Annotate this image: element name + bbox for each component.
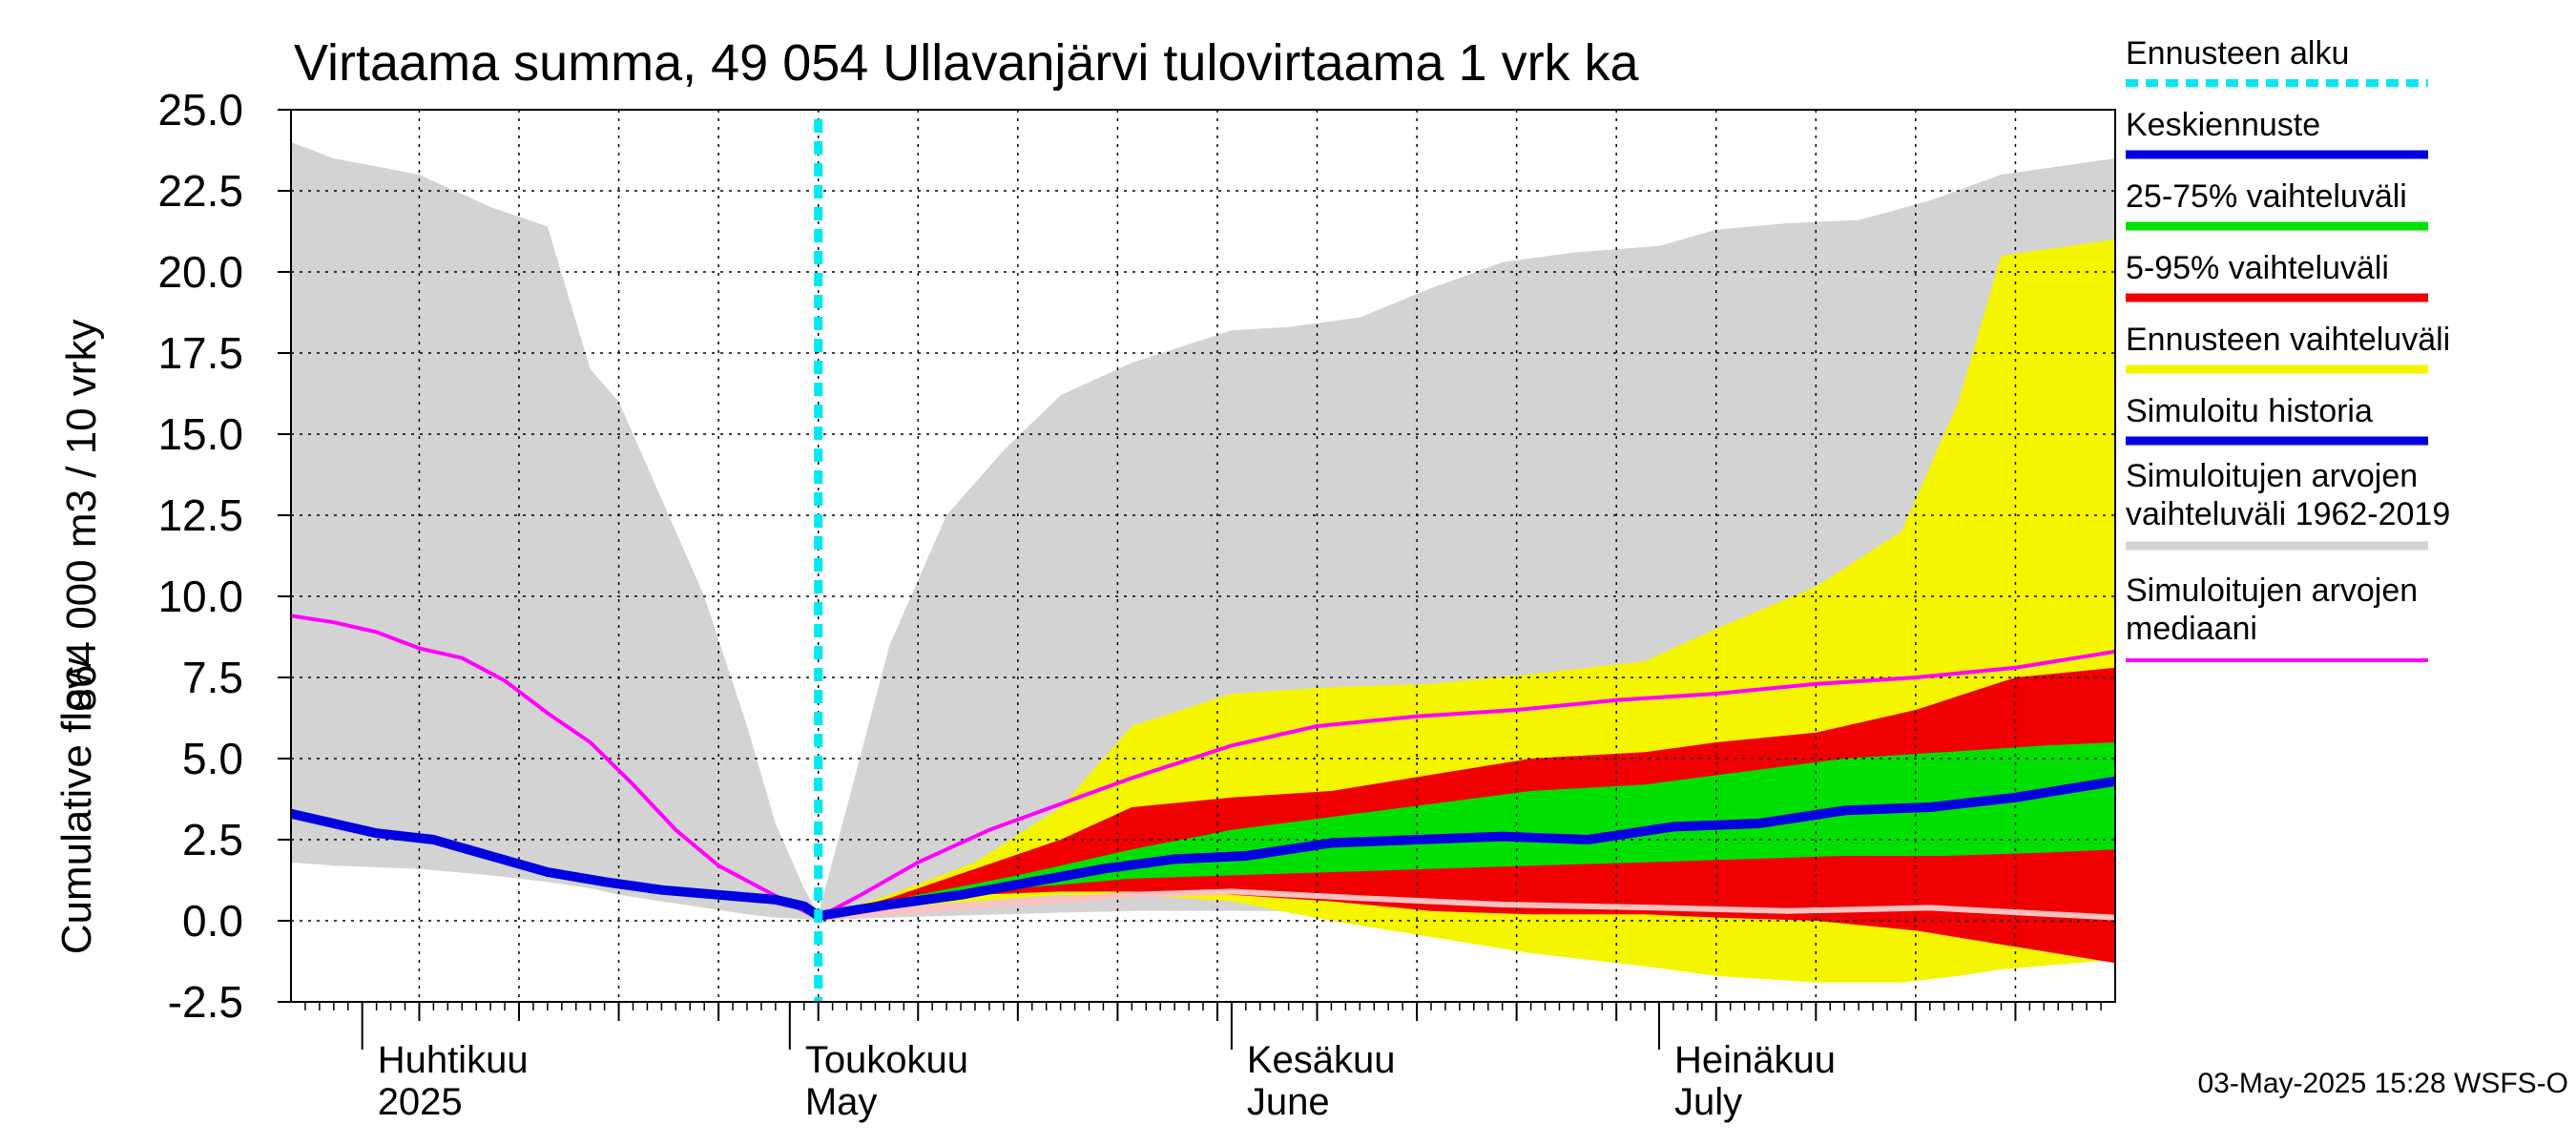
y-tick-label: 15.0	[157, 409, 243, 459]
chart-lines	[291, 119, 2115, 1002]
legend-label: Simuloitujen arvojen vaihteluväli 1962-20…	[2126, 458, 2450, 532]
historical-median-line	[291, 614, 2115, 920]
y-tick-label: 2.5	[182, 815, 243, 864]
y-tick-label: 7.5	[182, 653, 243, 702]
x-month-label: Kesäkuu	[1247, 1039, 1396, 1081]
legend: Ennusteen alku Keskiennuste 25-75% vaihtel…	[2126, 35, 2450, 662]
simulated-history-line	[291, 808, 821, 921]
y-tick-label: 5.0	[182, 734, 243, 783]
y-tick-label: 25.0	[157, 85, 243, 135]
y-tick-label: 10.0	[157, 572, 243, 621]
legend-label: Ennusteen alku	[2126, 35, 2349, 72]
x-month-sublabel: July	[1674, 1081, 1742, 1123]
x-month-sublabel: May	[805, 1081, 878, 1123]
timestamp-label: 03-May-2025 15:28 WSFS-O	[2198, 1068, 2569, 1099]
x-month-label: Heinäkuu	[1674, 1039, 1836, 1081]
x-month-label: Huhtikuu	[378, 1039, 529, 1081]
y-tick-label: 0.0	[182, 896, 243, 946]
y-tick-label: 12.5	[157, 490, 243, 540]
x-month-sublabel: June	[1247, 1081, 1330, 1123]
x-month-label: Toukokuu	[805, 1039, 968, 1081]
legend-label: Ennusteen vaihteluväli	[2126, 322, 2450, 358]
y-axis-label-bottom: Cumulative flow	[53, 658, 100, 955]
y-tick-label: 22.5	[157, 166, 243, 216]
y-tick-label: 20.0	[157, 247, 243, 297]
x-month-sublabel: 2025	[378, 1081, 463, 1123]
y-tick-label: 17.5	[157, 328, 243, 378]
forecast-mean-line	[817, 776, 2115, 921]
legend-label: Simuloitu historia	[2126, 393, 2373, 429]
chart-areas	[291, 142, 2115, 983]
y-axis-label-top: 864 000 m3 / 10 vrky	[58, 320, 105, 712]
y-tick-label: -2.5	[168, 977, 243, 1027]
y-axis: 25.0 22.5 20.0 17.5 15.0 12.5 10.0 7.5 5.0 2.5 0.0…	[157, 85, 291, 1027]
forecast-low-line	[818, 888, 2115, 921]
legend-label: 25-75% vaihteluväli	[2126, 178, 2407, 215]
legend-label: 5-95% vaihteluväli	[2126, 250, 2389, 286]
legend-label: Keskiennuste	[2126, 107, 2320, 143]
band-25-75-area	[818, 742, 2115, 918]
legend-label: Simuloitujen arvojen mediaani	[2126, 572, 2418, 647]
chart-title: Virtaama summa, 49 054 Ullavanjärvi tulo…	[294, 34, 1640, 92]
